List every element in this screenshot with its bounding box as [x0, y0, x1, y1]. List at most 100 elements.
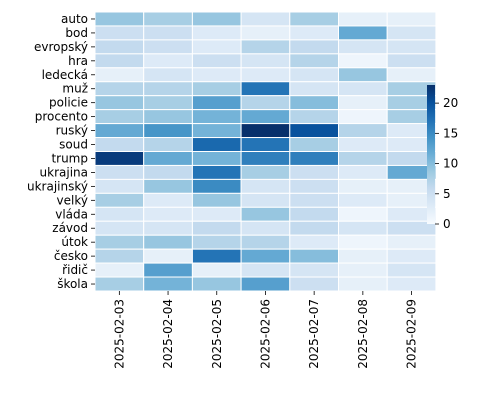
- heatmap-cell: [240, 164, 291, 180]
- heatmap-cell: [240, 81, 291, 97]
- row-label: závod: [52, 221, 88, 235]
- row-label: ruský: [56, 124, 88, 138]
- heatmap-cell: [338, 151, 388, 166]
- heatmap-cell: [143, 53, 193, 69]
- heatmap-cell: [143, 248, 193, 264]
- heatmap-cell: [289, 81, 339, 97]
- heatmap-cell: [94, 248, 145, 264]
- colorbar-tick-label: 0: [443, 217, 451, 231]
- column-label: 2025-02-06: [258, 299, 272, 369]
- heatmap-cell: [143, 11, 193, 27]
- heatmap-cell: [94, 53, 145, 69]
- heatmap-cell: [338, 248, 388, 264]
- heatmap-cell: [191, 137, 242, 153]
- heatmap-cell: [143, 81, 193, 97]
- colorbar-tick-label: 15: [443, 126, 458, 140]
- heatmap-cell: [338, 39, 388, 55]
- heatmap-cell: [143, 67, 193, 83]
- heatmap-cell: [240, 206, 291, 222]
- heatmap-cell: [143, 206, 193, 222]
- heatmap-cell: [191, 11, 242, 27]
- column-labels: 2025-02-03 2025-02-04 2025-02-05 2025-02-06…: [112, 291, 419, 369]
- heatmap-cell: [240, 53, 291, 69]
- heatmap-cell: [240, 109, 291, 125]
- row-label: řidič: [62, 263, 88, 277]
- heatmap-cell: [338, 206, 388, 222]
- heatmap-cell: [94, 220, 145, 236]
- heatmap-cell: [191, 25, 242, 41]
- heatmap-cell: [143, 109, 193, 125]
- heatmap-cell: [94, 151, 145, 166]
- column-label: 2025-02-07: [307, 299, 321, 369]
- heatmap-cell: [386, 248, 437, 264]
- column-label: 2025-02-05: [210, 299, 224, 369]
- heatmap-cell: [240, 123, 291, 139]
- row-label: vláda: [55, 207, 88, 221]
- heatmap-cell: [240, 192, 291, 208]
- heatmap-cell: [143, 123, 193, 139]
- heatmap-cell: [143, 234, 193, 250]
- row-label: muž: [62, 82, 88, 96]
- row-label: hra: [68, 54, 88, 68]
- heatmap-cell: [338, 178, 388, 194]
- heatmap-cell: [386, 262, 437, 278]
- heatmap-cell: [143, 220, 193, 236]
- heatmap-cell: [143, 95, 193, 111]
- row-label: česko: [54, 249, 88, 263]
- heatmap-cell: [94, 11, 145, 27]
- row-label: velký: [57, 193, 88, 207]
- heatmap-cell: [240, 262, 291, 278]
- heatmap-cell: [191, 81, 242, 97]
- heatmap-cell: [289, 67, 339, 83]
- row-label: soud: [59, 138, 88, 152]
- heatmap-cell: [240, 11, 291, 27]
- heatmap-cell: [240, 276, 291, 292]
- heatmap-cell: [240, 234, 291, 250]
- heatmap-cell: [338, 11, 388, 27]
- heatmap-cell: [94, 137, 145, 153]
- heatmap-cell: [289, 109, 339, 125]
- row-label: policie: [49, 96, 88, 110]
- heatmap-cell: [143, 137, 193, 153]
- row-label: bod: [65, 26, 88, 40]
- heatmap-cell: [94, 276, 145, 292]
- heatmap-cell: [289, 123, 339, 139]
- row-labels: autobodevropskýhraledeckámužpolicieproce…: [27, 12, 95, 291]
- heatmap-cell: [143, 192, 193, 208]
- heatmap-cell: [94, 123, 145, 139]
- heatmap-cell: [289, 95, 339, 111]
- row-label: ukrajina: [40, 165, 88, 179]
- heatmap-cell: [94, 39, 145, 55]
- heatmap-cell: [289, 220, 339, 236]
- heatmap-cell: [143, 25, 193, 41]
- heatmap-cell: [338, 67, 388, 83]
- heatmap-cell: [289, 164, 339, 180]
- heatmap-cell: [191, 95, 242, 111]
- heatmap-cell: [289, 137, 339, 153]
- colorbar-tick-label: 10: [443, 157, 458, 171]
- heatmap-cell: [289, 25, 339, 41]
- column-label: 2025-02-08: [356, 299, 370, 369]
- heatmap-cells: [94, 11, 437, 292]
- heatmap-cell: [191, 262, 242, 278]
- heatmap-cell: [94, 109, 145, 125]
- column-label: 2025-02-03: [112, 299, 126, 369]
- heatmap-cell: [240, 39, 291, 55]
- heatmap-cell: [289, 151, 339, 166]
- heatmap-cell: [338, 137, 388, 153]
- heatmap-cell: [143, 164, 193, 180]
- heatmap-cell: [143, 178, 193, 194]
- heatmap-cell: [94, 81, 145, 97]
- heatmap-cell: [338, 53, 388, 69]
- heatmap-cell: [289, 178, 339, 194]
- heatmap-cell: [94, 25, 145, 41]
- heatmap-cell: [191, 192, 242, 208]
- column-label: 2025-02-09: [405, 299, 419, 369]
- heatmap-cell: [338, 262, 388, 278]
- heatmap-cell: [94, 262, 145, 278]
- heatmap-cell: [94, 206, 145, 222]
- colorbar-tick-label: 5: [443, 187, 451, 201]
- heatmap-cell: [386, 234, 437, 250]
- heatmap-cell: [386, 67, 437, 83]
- heatmap-cell: [338, 276, 388, 292]
